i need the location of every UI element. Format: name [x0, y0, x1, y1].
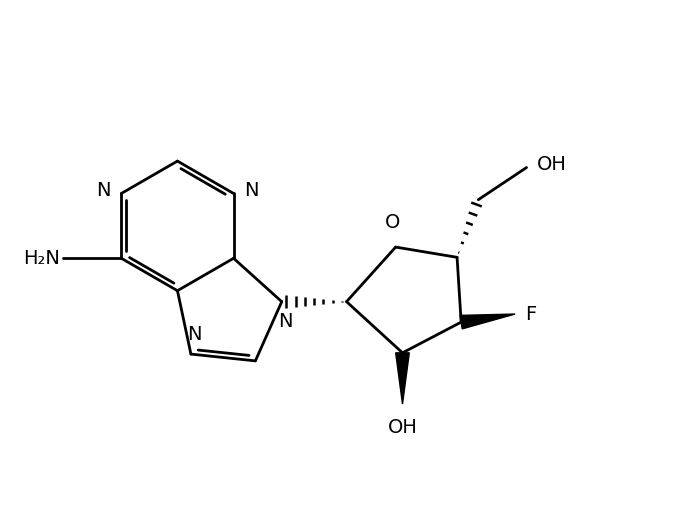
Text: F: F	[525, 305, 537, 323]
Text: OH: OH	[537, 154, 567, 174]
Text: O: O	[385, 213, 400, 232]
Polygon shape	[460, 314, 515, 329]
Text: N: N	[97, 180, 111, 200]
Text: OH: OH	[388, 418, 418, 437]
Text: N: N	[187, 325, 202, 344]
Text: H₂N: H₂N	[23, 249, 60, 268]
Polygon shape	[395, 353, 409, 404]
Text: N: N	[278, 312, 292, 331]
Text: N: N	[244, 180, 258, 200]
